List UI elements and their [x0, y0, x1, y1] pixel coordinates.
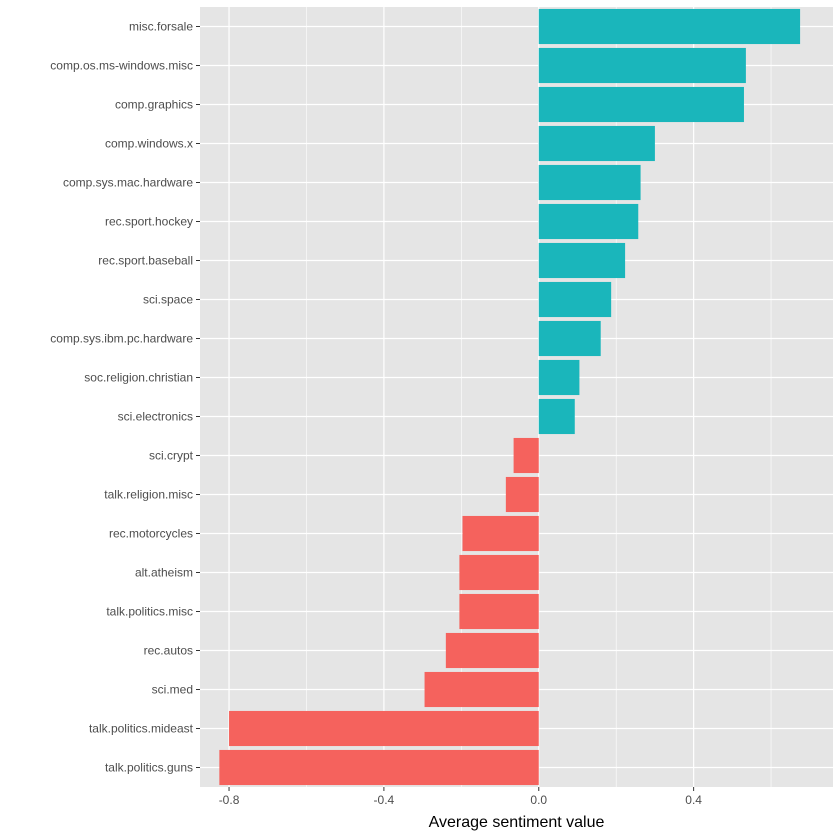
y-tick-label: rec.motorcycles [109, 527, 193, 541]
y-tick-label: soc.religion.christian [84, 371, 193, 385]
y-tick-label: alt.atheism [135, 566, 193, 580]
x-tick-label: -0.8 [219, 793, 240, 807]
bar [462, 515, 539, 552]
y-tick-label: comp.os.ms-windows.misc [50, 59, 193, 73]
x-axis: -0.8 -0.4 0.0 0.4 [219, 787, 702, 807]
y-tick-label: talk.politics.guns [105, 761, 193, 775]
y-tick-label: talk.politics.mideast [89, 722, 194, 736]
bar [513, 437, 539, 474]
bar [538, 47, 746, 84]
bar [538, 242, 626, 279]
bars [219, 8, 801, 786]
y-tick-label: comp.sys.mac.hardware [63, 176, 193, 190]
y-tick-label: sci.electronics [118, 410, 193, 424]
y-tick-label: comp.sys.ibm.pc.hardware [50, 332, 193, 346]
bar [538, 359, 580, 396]
bar [424, 671, 539, 708]
bar [538, 125, 655, 162]
y-tick-label: sci.space [143, 293, 193, 307]
x-axis-title: Average sentiment value [429, 814, 605, 831]
y-tick-label: misc.forsale [129, 20, 193, 34]
bar [219, 749, 539, 786]
y-tick-label: comp.graphics [115, 98, 193, 112]
x-tick-label: -0.4 [374, 793, 395, 807]
bar [538, 398, 575, 435]
bar [538, 86, 744, 123]
bar [538, 8, 801, 45]
y-tick-label: rec.sport.hockey [105, 215, 193, 229]
y-tick-label: rec.sport.baseball [98, 254, 193, 268]
y-tick-label: sci.med [152, 683, 193, 697]
bar [538, 320, 601, 357]
bar [445, 632, 539, 669]
bar [538, 203, 639, 240]
y-tick-label: sci.crypt [149, 449, 194, 463]
bar [459, 593, 539, 630]
y-tick-label: comp.windows.x [105, 137, 193, 151]
y-tick-label: talk.religion.misc [104, 488, 193, 502]
bar [229, 710, 539, 747]
y-tick-label: talk.politics.misc [106, 605, 193, 619]
bar [505, 476, 539, 513]
x-tick-label: 0.0 [530, 793, 547, 807]
bar [459, 554, 539, 591]
bar [538, 164, 641, 201]
x-tick-label: 0.4 [685, 793, 702, 807]
plot-panel [200, 7, 833, 787]
y-tick-label: rec.autos [144, 644, 193, 658]
bar [538, 281, 612, 318]
y-axis: misc.forsale comp.os.ms-windows.misc comp.… [50, 20, 200, 775]
